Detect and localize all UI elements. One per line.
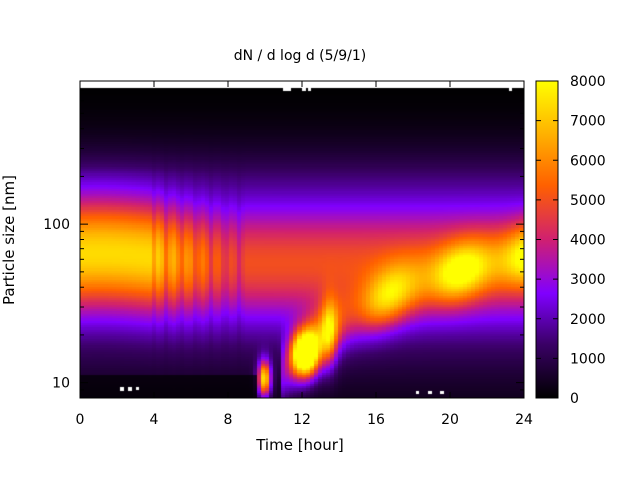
colorbar-tick-label: 4000 xyxy=(570,233,606,249)
colorbar-tick-label: 1000 xyxy=(570,351,606,367)
x-axis: 0 4 8 12 16 20 24 xyxy=(76,81,533,428)
y-tick-label: 10 xyxy=(52,376,70,392)
y-axis-label: Particle size [nm] xyxy=(0,175,18,305)
x-axis-label: Time [hour] xyxy=(255,436,344,454)
colorbar-tick-label: 3000 xyxy=(570,272,606,288)
x-tick-label: 12 xyxy=(293,412,311,428)
x-tick-label: 4 xyxy=(150,412,159,428)
colorbar-tick-label: 6000 xyxy=(570,153,606,169)
heatmap-plot-area xyxy=(79,80,525,399)
colorbar-tick-label: 0 xyxy=(570,391,579,407)
y-axis: 10 100 xyxy=(43,80,524,399)
x-tick-label: 16 xyxy=(367,412,385,428)
colorbar: 0 1000 2000 3000 4000 5000 6000 7000 8000 xyxy=(535,74,606,407)
y-tick-label: 100 xyxy=(43,217,70,233)
x-tick-label: 20 xyxy=(441,412,459,428)
colorbar-tick-label: 8000 xyxy=(570,74,606,90)
heatmap-image xyxy=(80,81,524,398)
x-tick-label: 0 xyxy=(76,412,85,428)
colorbar-tick-label: 5000 xyxy=(570,193,606,209)
colorbar-tick-label: 2000 xyxy=(570,312,606,328)
x-tick-label: 24 xyxy=(515,412,533,428)
chart-title: dN / d log d (5/9/1) xyxy=(234,48,367,64)
colorbar-ticks: 0 1000 2000 3000 4000 5000 6000 7000 8000 xyxy=(536,74,606,407)
colorbar-tick-label: 7000 xyxy=(570,114,606,130)
x-tick-label: 8 xyxy=(224,412,233,428)
